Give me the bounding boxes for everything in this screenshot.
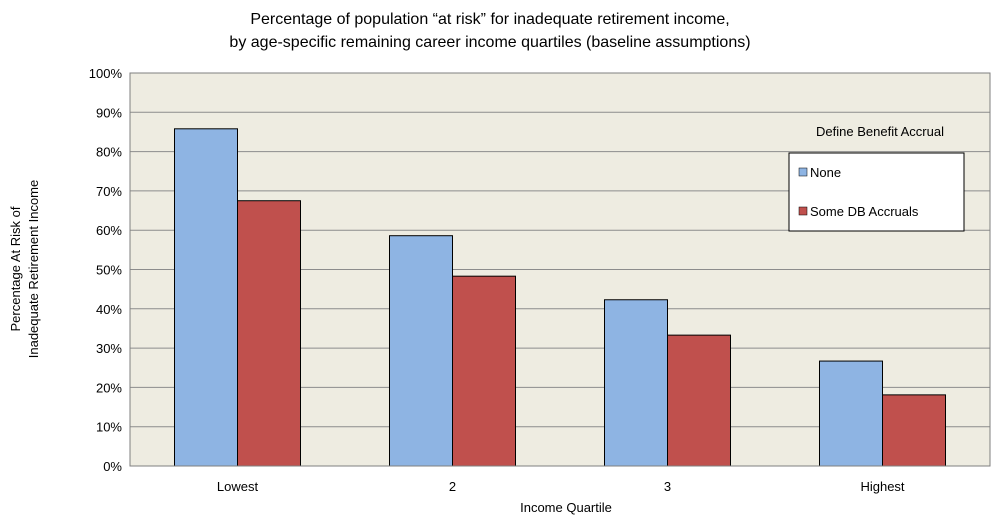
bars: [174, 128, 946, 467]
y-axis-title-line-2: Inadequate Retirement Income: [26, 180, 41, 359]
bar-some-db-accruals-lowest: [237, 200, 301, 467]
legend-box: [788, 152, 965, 232]
y-tick-label: 80%: [96, 145, 122, 160]
y-tick-label: 50%: [96, 263, 122, 278]
plot-border: [129, 72, 991, 467]
legend-swatch-none: [798, 167, 808, 177]
y-tick-label: 20%: [96, 380, 122, 395]
y-tick-label: 60%: [96, 223, 122, 238]
y-tick-label: 100%: [89, 66, 123, 81]
chart-subtitle-line-1: Percentage of population “at risk” for i…: [250, 11, 729, 28]
legend-label-some-db-accruals: Some DB Accruals: [810, 204, 919, 219]
bar-none-3: [604, 299, 668, 467]
y-tick-label: 70%: [96, 184, 122, 199]
x-axis-title: Income Quartile: [520, 500, 612, 515]
y-axis-title: Percentage At Risk of Inadequate Retirem…: [8, 180, 41, 359]
y-tick-label: 40%: [96, 302, 122, 317]
chart-subtitle-line-2: by age-specific remaining career income …: [229, 34, 750, 51]
bar-none-highest: [819, 360, 883, 467]
x-tick-label: 2: [449, 479, 456, 494]
y-axis-title-line-1: Percentage At Risk of: [8, 206, 23, 331]
bar-some-db-accruals-highest: [882, 394, 946, 467]
bar-some-db-accruals-3: [667, 334, 731, 467]
y-tick-label: 30%: [96, 341, 122, 356]
x-tick-label: Highest: [860, 479, 904, 494]
legend: None Some DB Accruals: [788, 152, 965, 232]
legend-title: Define Benefit Accrual: [816, 124, 944, 139]
y-tick-label: 10%: [96, 420, 122, 435]
x-axis-tick-labels: Lowest 2 3 Highest: [217, 479, 905, 494]
x-tick-label: Lowest: [217, 479, 259, 494]
y-axis-tick-labels: 0% 10% 20% 30% 40% 50% 60% 70% 80% 90% 100%: [89, 66, 123, 474]
legend-swatch-some-db-accruals: [798, 206, 808, 216]
legend-label-none: None: [810, 165, 841, 180]
x-tick-label: 3: [664, 479, 671, 494]
y-tick-label: 90%: [96, 105, 122, 120]
y-tick-label: 0%: [103, 459, 122, 474]
bar-none-lowest: [174, 128, 238, 467]
bar-some-db-accruals-2: [452, 275, 516, 467]
bar-none-2: [389, 235, 453, 467]
